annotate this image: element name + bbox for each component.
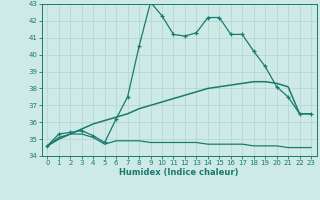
X-axis label: Humidex (Indice chaleur): Humidex (Indice chaleur) (119, 168, 239, 177)
